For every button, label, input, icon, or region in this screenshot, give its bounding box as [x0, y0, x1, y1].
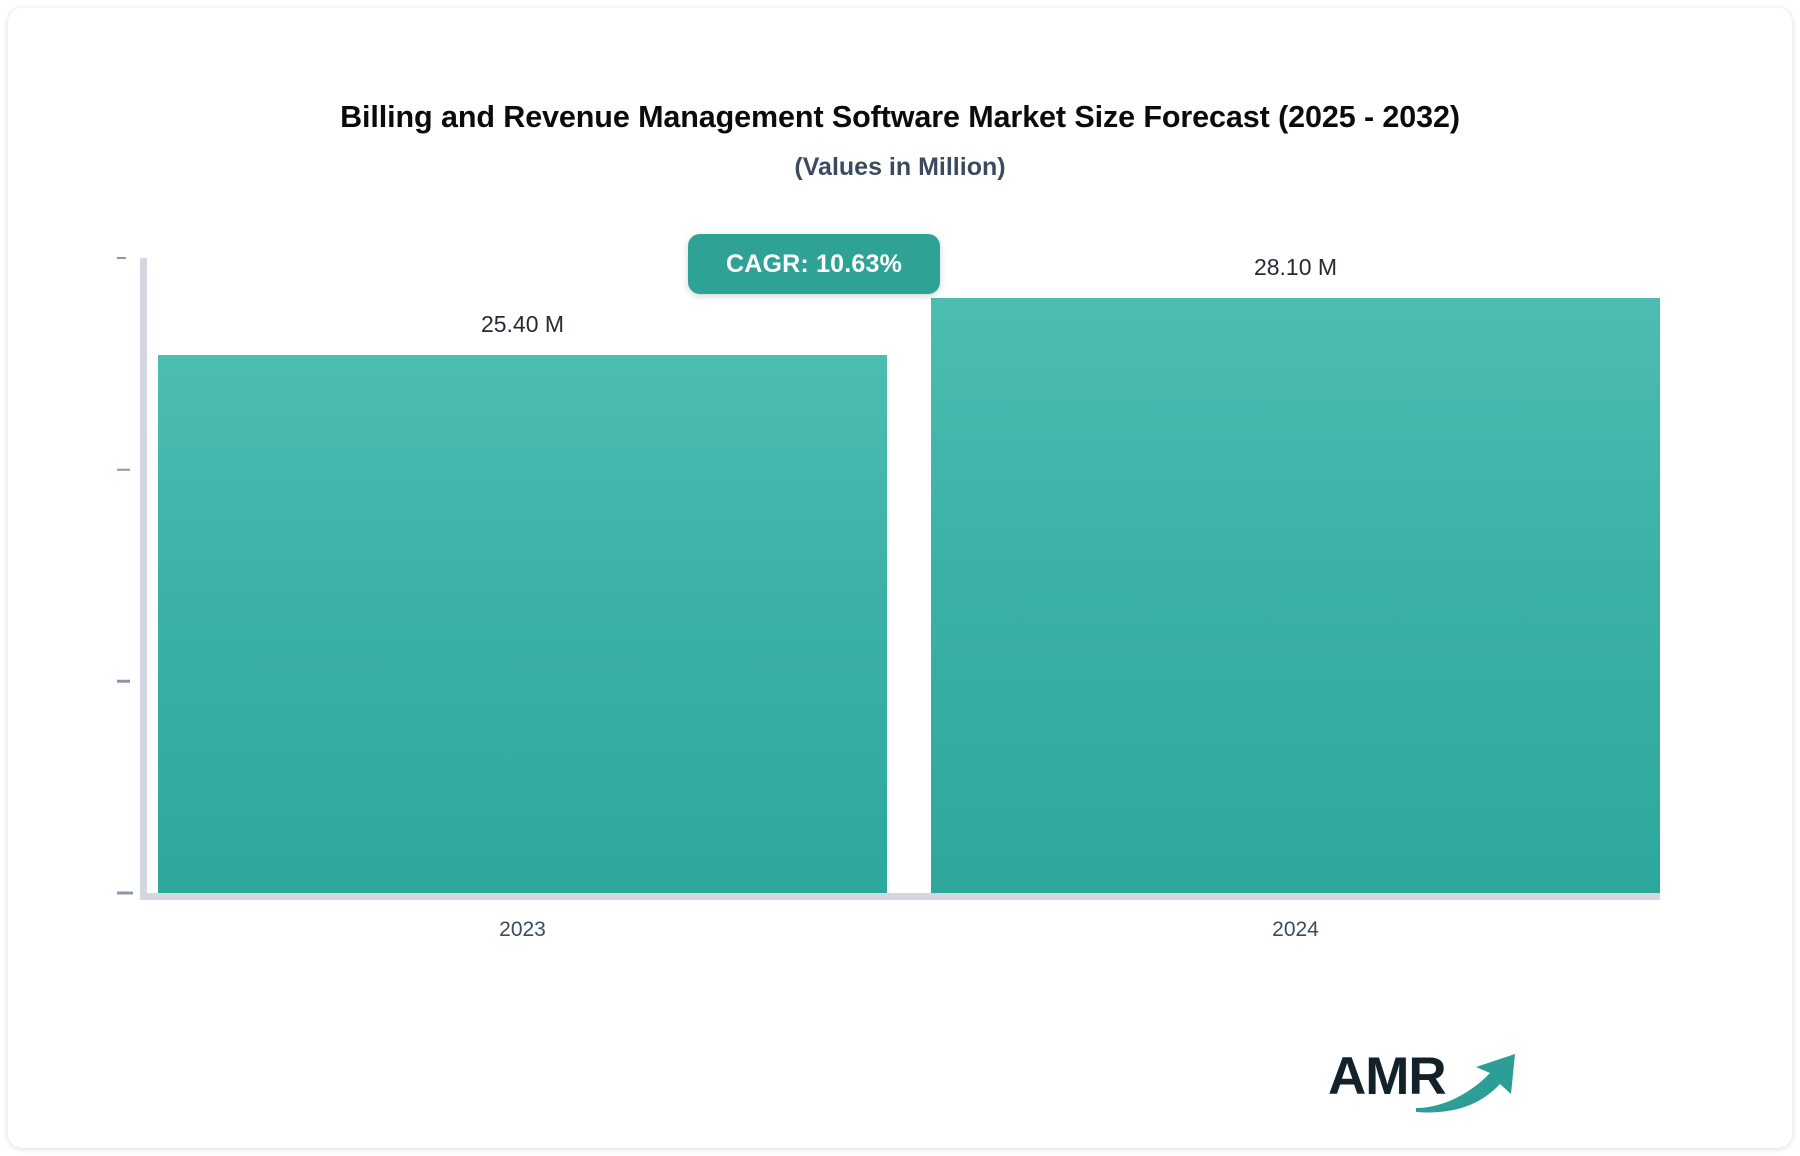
bar-2024[interactable] [931, 298, 1660, 893]
x-axis-tick-label: 2024 [1272, 918, 1319, 941]
chart-subtitle: (Values in Million) [794, 153, 1006, 181]
y-axis-tick-mark [117, 891, 133, 895]
y-axis-tick-mark [117, 468, 130, 471]
x-axis-line [140, 893, 1660, 900]
y-axis-line [140, 258, 147, 898]
chart-card: Billing and Revenue Management Software … [8, 8, 1792, 1148]
growth-arrow-icon [1416, 1054, 1515, 1113]
bar-2023[interactable] [158, 355, 887, 893]
bar-value-label: 28.10 M [1253, 254, 1338, 281]
y-axis-tick-mark [117, 257, 126, 259]
page-title: Billing and Revenue Management Software … [340, 100, 1460, 134]
cagr-badge-label: CAGR: 10.63% [725, 249, 903, 278]
cagr-badge: CAGR: 10.63% [688, 234, 940, 294]
amr-logo-text: AMR [1328, 1047, 1447, 1106]
y-axis-tick-mark [117, 680, 130, 683]
bar-value-label: 25.40 M [480, 311, 565, 338]
amr-logo: AMR [1328, 1040, 1528, 1118]
x-axis-tick-label: 2023 [499, 918, 546, 941]
